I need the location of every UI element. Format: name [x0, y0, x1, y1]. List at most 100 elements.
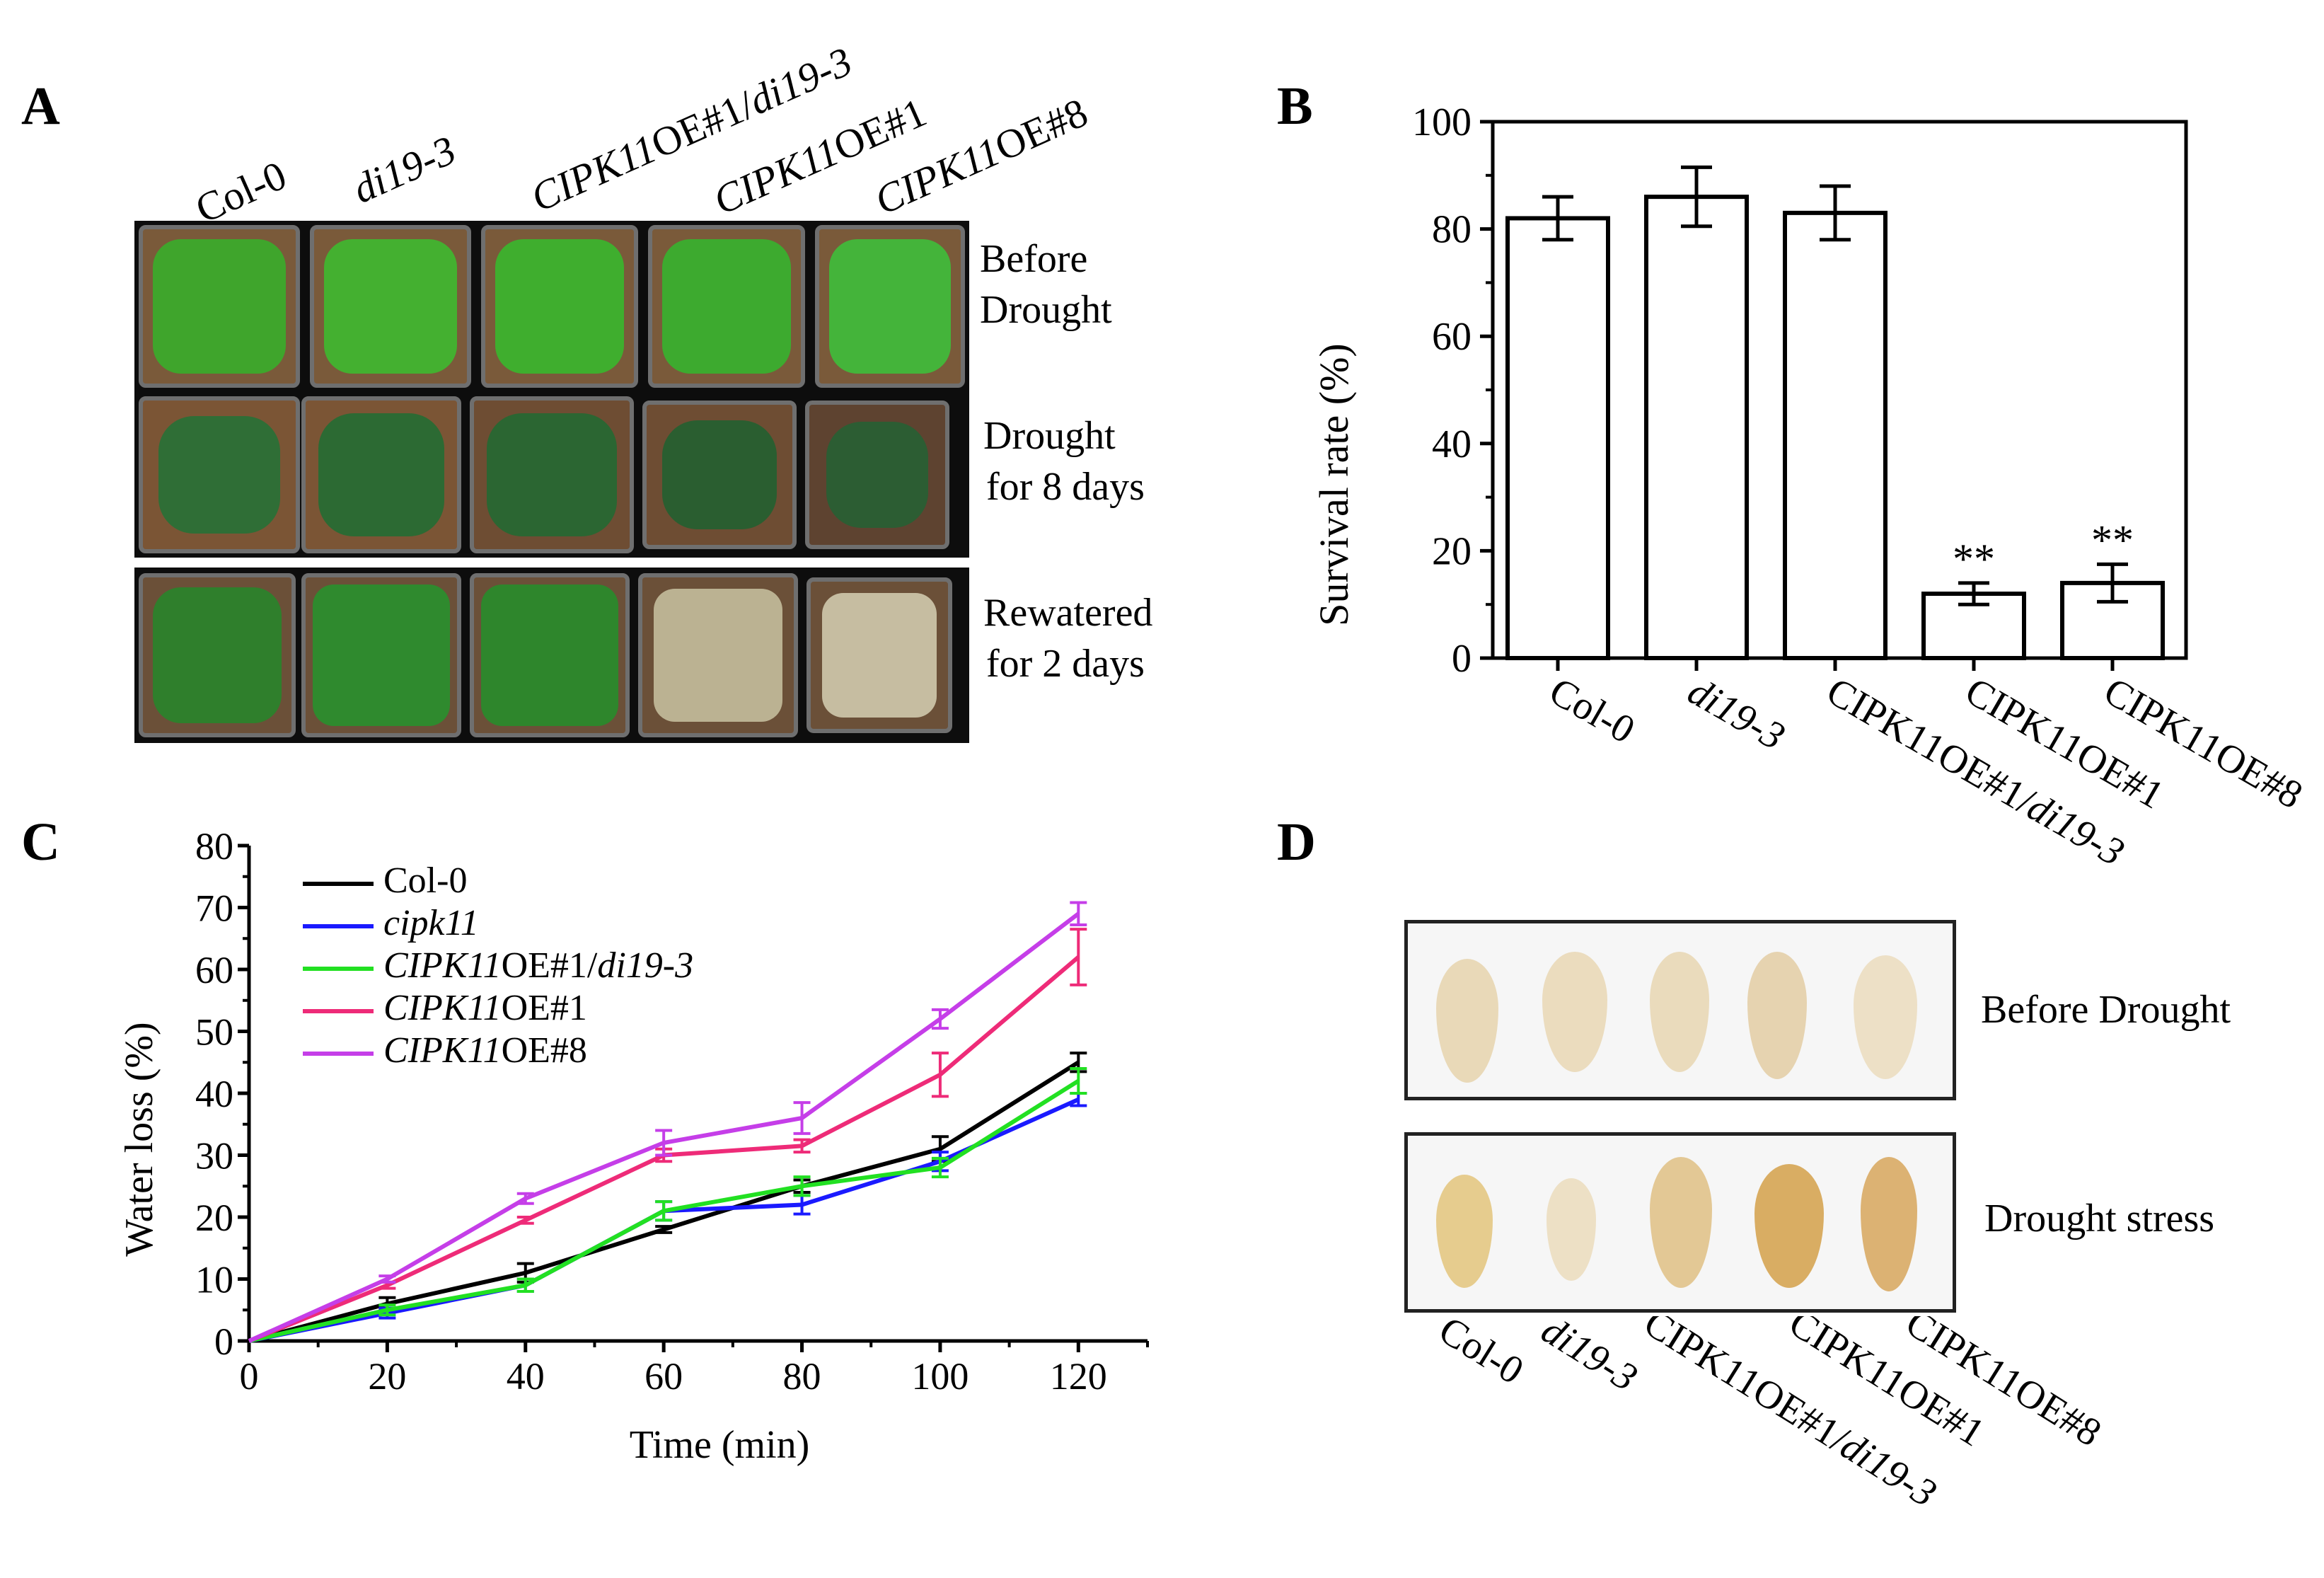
leaf-box-before [1404, 920, 1956, 1100]
plant-cover [654, 589, 782, 722]
leaf [1747, 952, 1807, 1079]
pot [310, 225, 471, 388]
b-ytick-label: 80 [1432, 208, 1472, 252]
b-category-label: Col-0 [1542, 669, 1642, 752]
leaf [1436, 959, 1498, 1083]
c-ytick-label: 30 [195, 1135, 233, 1177]
panel-d-row-label-before: Before Drought [1981, 988, 2231, 1032]
plant-cover [158, 416, 280, 534]
c-xtick-label: 120 [1050, 1355, 1107, 1398]
c-ytick-label: 40 [195, 1073, 233, 1115]
c-axes: 0 10 20 30 40 50 60 70 80 0 20 40 60 80 100 120 [195, 825, 1149, 1398]
significance-mark: ** [1953, 536, 1995, 582]
panel-d-row-label-drought: Drought stress [1984, 1197, 2215, 1240]
b-ytick-label: 40 [1432, 422, 1472, 466]
row-label-line2: Drought [980, 288, 1112, 332]
pot [301, 396, 461, 553]
leaf [1861, 1157, 1917, 1291]
leaf [1547, 1178, 1596, 1281]
d-label-di19-3: di19-3 [1534, 1316, 1645, 1400]
legend-label: OE#8 [501, 1030, 587, 1071]
b-category-label-part: Col-0 [1542, 669, 1642, 752]
c-ytick-label: 50 [195, 1011, 233, 1054]
legend-item-col0: Col-0 [303, 860, 467, 902]
plant-cover [662, 239, 791, 374]
pot [139, 573, 296, 737]
b-ylabel: Survival rate (%) [1311, 343, 1357, 626]
d-label-col0: Col-0 [1431, 1316, 1531, 1393]
pot [139, 396, 300, 553]
leaf [1650, 952, 1709, 1072]
row-label-line2: for 2 days [986, 642, 1145, 686]
panel-a-row-label-drought: Drought for 8 days [983, 410, 1145, 512]
pot [642, 401, 797, 549]
pot [470, 573, 630, 737]
legend-label: cipk11 [383, 903, 479, 943]
water-loss-chart: 0 10 20 30 40 50 60 70 80 0 20 40 60 80 100 120 Water l… [117, 825, 1149, 1467]
tray-row-before-drought [134, 221, 969, 392]
row-label-line2: for 8 days [986, 465, 1145, 509]
leaf [1650, 1157, 1712, 1288]
leaf [1854, 955, 1917, 1079]
plant-cover [829, 239, 951, 374]
panel-c-letter: C [21, 812, 60, 872]
pot [481, 225, 638, 388]
pot [805, 401, 949, 549]
legend-label-italic: CIPK11 [383, 1030, 502, 1071]
panel-d-letter: D [1277, 812, 1316, 872]
row-label-line1: Rewatered [983, 591, 1153, 635]
legend-item-oe1: CIPK11OE#1 [303, 987, 587, 1029]
leaf [1754, 1164, 1824, 1288]
plant-cover [487, 413, 617, 536]
panel-a-letter: A [21, 76, 60, 136]
c-xtick-label: 40 [507, 1355, 545, 1398]
b-category-label-part: di19-3 [1681, 669, 1793, 759]
plant-cover [481, 584, 618, 726]
c-series [248, 901, 1087, 1343]
d-label-oe1-di19: CIPK11OE#1/di19-3 [1636, 1316, 1944, 1516]
c-ytick-label: 60 [195, 949, 233, 991]
legend-swatch [303, 967, 374, 972]
legend-item-oe8: CIPK11OE#8 [303, 1030, 587, 1071]
plant-cover [495, 239, 624, 374]
c-ytick-label: 0 [214, 1320, 233, 1363]
c-ytick-label: 80 [195, 825, 233, 868]
c-ytick-label: 70 [195, 887, 233, 930]
plant-cover [313, 584, 450, 726]
panel-a-row-label-before: Before Drought [980, 234, 1112, 335]
b-bars [1505, 165, 2165, 661]
pot [301, 573, 461, 737]
b-ytick-label: 60 [1432, 315, 1472, 359]
legend-label: Col-0 [383, 860, 468, 901]
leaf [1542, 952, 1607, 1072]
pot [638, 573, 798, 737]
row-label-line1: Before [980, 237, 1088, 281]
bar [1644, 195, 1749, 660]
c-xlabel: Time (min) [630, 1423, 810, 1467]
pot [807, 577, 952, 733]
pot [815, 225, 965, 388]
plant-cover [662, 420, 777, 529]
c-ytick-label: 10 [195, 1259, 233, 1301]
panel-a-label-oe1-di19: CIPK11OE#1/di19-3 [524, 38, 859, 221]
legend-label-italic2: di19-3 [597, 945, 694, 986]
legend-swatch [303, 924, 374, 929]
plant-cover [822, 593, 937, 718]
c-ylabel: Water loss (%) [117, 1022, 161, 1256]
b-category-label-part: di19-3 [2020, 785, 2132, 875]
tray-row-drought-8-days [134, 391, 969, 558]
legend-label-italic: CIPK11 [383, 945, 502, 986]
legend-swatch [303, 1009, 374, 1014]
c-xtick-label: 80 [783, 1355, 821, 1398]
b-axes: 0 20 40 60 80 100 [1412, 100, 2188, 681]
legend-item-cipk11: cipk11 [303, 902, 479, 944]
panel-b-letter: B [1277, 76, 1313, 136]
legend-label-italic: CIPK11 [383, 988, 502, 1028]
pot [470, 396, 634, 553]
b-ytick-label: 0 [1452, 637, 1472, 681]
panel-a-row-label-rewatered: Rewatered for 2 days [983, 587, 1152, 689]
plant-cover [153, 239, 286, 374]
legend-item-oe1-di19: CIPK11OE#1/di19-3 [303, 945, 693, 986]
plant-cover [318, 413, 444, 536]
c-ytick-label: 20 [195, 1197, 233, 1239]
